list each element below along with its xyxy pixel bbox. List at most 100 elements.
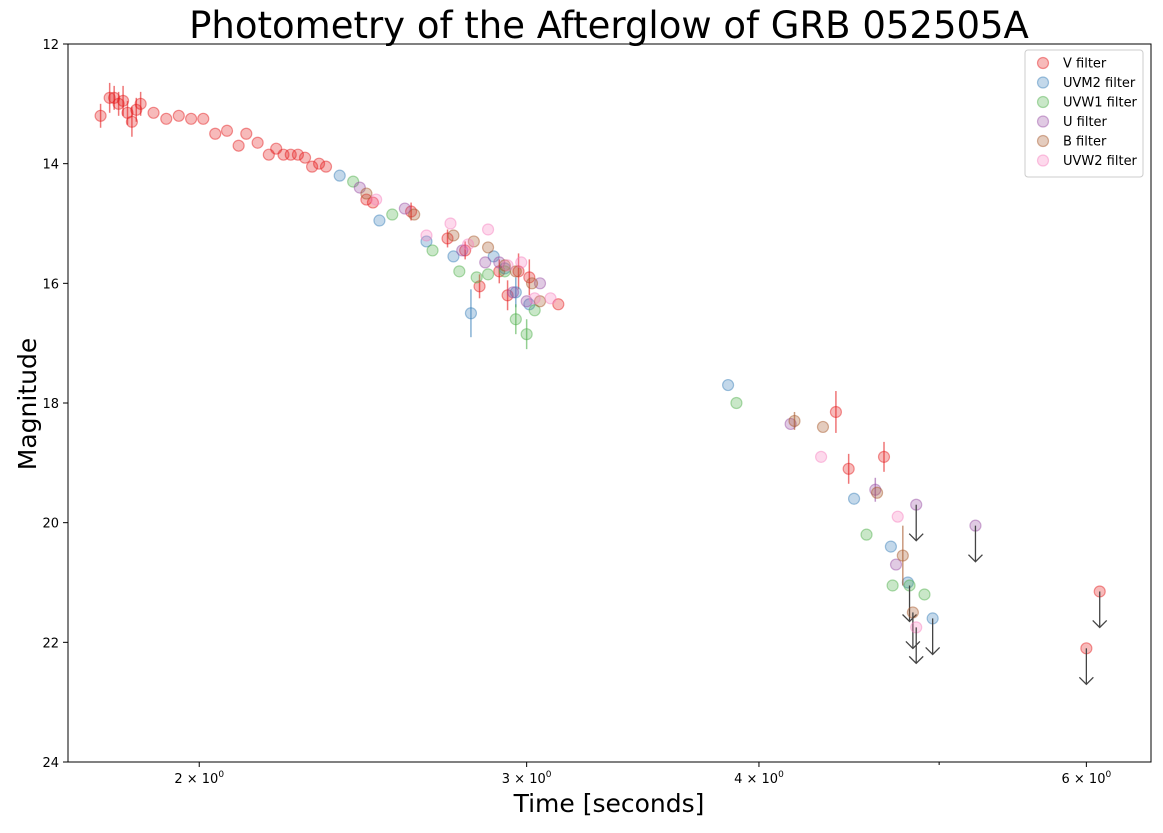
legend-label: B filter (1063, 135, 1107, 150)
data-point (533, 295, 547, 308)
data-point (147, 106, 160, 119)
upper-limit-arrow (1078, 648, 1094, 686)
chart-title: Photometry of the Afterglow of GRB 05250… (189, 4, 1029, 47)
data-point (298, 151, 312, 164)
data-point (112, 97, 125, 110)
data-point (185, 112, 198, 125)
series-4 (360, 187, 921, 650)
data-point (116, 94, 130, 107)
data-point (284, 148, 297, 161)
upper-limit-arrow (1092, 591, 1108, 629)
data-point (459, 244, 472, 257)
data-point (209, 127, 222, 140)
legend-label: UVM2 filter (1063, 76, 1136, 91)
data-point (103, 91, 116, 104)
data-point (525, 277, 539, 290)
data-point (870, 486, 884, 499)
data-point (896, 549, 909, 562)
legend-box (1024, 49, 1144, 178)
data-point (160, 112, 173, 125)
data-point (353, 181, 366, 194)
data-point (520, 328, 533, 341)
data-point (464, 307, 478, 320)
data-point (509, 286, 522, 299)
data-point (493, 256, 506, 269)
data-point (94, 109, 107, 122)
data-point (197, 112, 210, 125)
data-point (134, 97, 147, 110)
y-tick-label: 24 (42, 756, 59, 771)
data-point (360, 187, 373, 200)
data-point (121, 106, 134, 119)
data-point (251, 136, 264, 149)
data-point (506, 286, 520, 299)
data-point (528, 304, 541, 317)
data-point (889, 558, 903, 571)
data-point (523, 271, 536, 284)
data-point (420, 229, 433, 242)
data-point (130, 103, 143, 116)
x-tick-label: 6 × 100 (1062, 770, 1112, 787)
data-point (520, 295, 533, 308)
data-point (498, 259, 511, 272)
data-point (730, 396, 743, 410)
data-point (481, 268, 495, 281)
y-tick-label: 16 (42, 277, 59, 292)
data-point (788, 414, 801, 428)
data-point (884, 540, 897, 553)
data-point (501, 259, 514, 272)
data-point (220, 124, 234, 137)
y-tick-label: 20 (42, 517, 59, 532)
upper-limit-arrow (925, 618, 941, 656)
data-point (467, 235, 480, 248)
legend-label: V filter (1063, 57, 1107, 72)
data-point (721, 378, 735, 392)
legend-label: U filter (1063, 115, 1108, 130)
data-point (447, 250, 460, 263)
data-point (816, 420, 830, 434)
legend-label: UVW2 filter (1063, 154, 1138, 169)
legend-marker (1036, 154, 1050, 167)
data-point (829, 405, 843, 419)
data-point (528, 292, 541, 305)
x-tick-label: 3 × 100 (502, 770, 552, 787)
legend-label: UVW1 filter (1063, 96, 1138, 111)
data-point (420, 235, 433, 248)
data-point (441, 232, 454, 245)
data-point (125, 115, 139, 128)
series-1 (333, 169, 941, 656)
data-point (444, 217, 457, 230)
data-point (886, 579, 899, 592)
data-point (305, 160, 319, 173)
data-point (277, 148, 290, 161)
data-point (784, 417, 797, 431)
data-point (473, 280, 486, 293)
data-point (493, 265, 506, 278)
series-3 (353, 181, 983, 571)
y-tick-label: 14 (42, 158, 59, 173)
upper-limit-arrow (905, 612, 921, 650)
data-point (552, 298, 565, 311)
plot-area (94, 82, 1108, 686)
legend-marker (1036, 95, 1050, 109)
data-point (544, 292, 557, 305)
data-point (312, 157, 326, 170)
data-point (232, 139, 245, 152)
legend-marker (1036, 134, 1050, 148)
upper-limit-arrow (967, 525, 983, 563)
legend-marker (1036, 56, 1050, 70)
data-point (404, 205, 418, 218)
upper-limit-arrow (908, 504, 924, 542)
data-point (515, 256, 528, 269)
data-point (498, 265, 511, 278)
y-axis-label: Magnitude (13, 338, 42, 470)
data-point (814, 450, 828, 463)
data-point (918, 588, 931, 601)
x-tick-label: 4 × 100 (734, 770, 784, 787)
data-point (398, 202, 411, 215)
data-point (501, 289, 514, 302)
data-point (333, 169, 346, 182)
data-point (847, 492, 861, 505)
data-point (891, 510, 904, 523)
